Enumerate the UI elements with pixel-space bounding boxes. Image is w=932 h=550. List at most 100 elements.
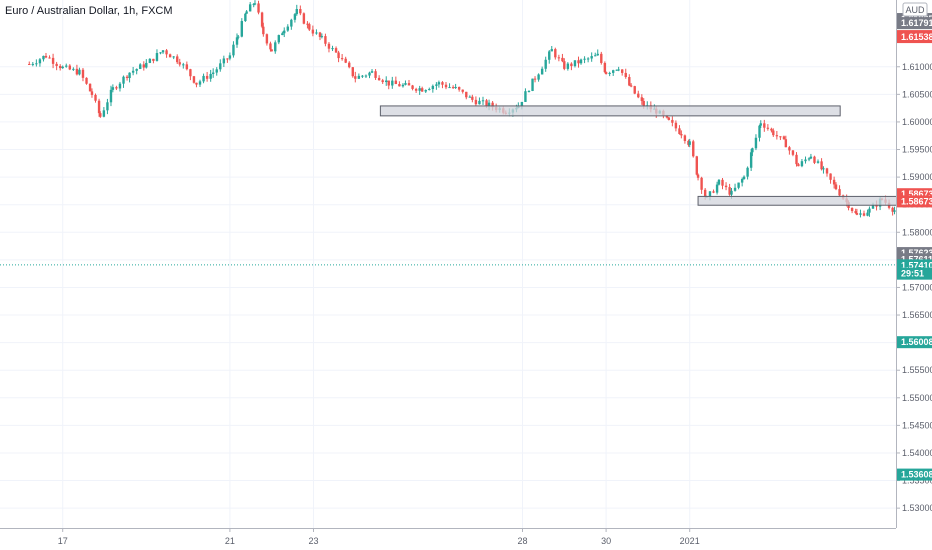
candle-body <box>608 72 611 74</box>
candle-body <box>557 57 561 59</box>
candle-body <box>337 52 340 59</box>
candle-body <box>533 78 537 80</box>
candle-body <box>524 91 527 102</box>
long-position-tool[interactable] <box>0 195 932 474</box>
y-tick-label: 1.60500 <box>902 89 932 99</box>
candle-body <box>737 182 740 188</box>
candle-body <box>161 50 165 53</box>
candle-body <box>579 59 583 64</box>
candle-body <box>311 29 315 34</box>
candle-body <box>139 64 142 69</box>
candle-body <box>42 55 45 60</box>
candle-body <box>295 9 298 15</box>
candle-body <box>274 42 277 52</box>
candle-body <box>240 21 244 37</box>
y-tick-label: 1.59000 <box>902 172 932 182</box>
candle-body <box>871 204 875 209</box>
candle-body <box>854 211 857 214</box>
candle-body <box>411 85 414 89</box>
candle-body <box>474 99 478 105</box>
candle-body <box>176 56 179 63</box>
candle-body <box>351 67 354 77</box>
currency-label[interactable]: AUD <box>902 2 928 17</box>
candle-body <box>97 100 101 114</box>
candle-body <box>435 84 438 86</box>
candle-body <box>612 70 615 73</box>
time-axis[interactable]: 17212328302021612:001113 <box>0 528 932 546</box>
candle-body <box>751 148 754 153</box>
candle-body <box>78 69 81 75</box>
y-tick-label: 1.55500 <box>902 365 932 375</box>
candle-body <box>550 49 553 52</box>
candle-body <box>862 213 866 216</box>
candle-body <box>779 136 782 138</box>
candle-body <box>38 59 42 64</box>
candle-body <box>816 161 820 163</box>
candle-body <box>90 91 94 95</box>
candle-body <box>491 102 494 108</box>
candle-body <box>235 37 239 45</box>
candle-body <box>222 58 226 64</box>
candle-body <box>75 68 79 75</box>
candle-body <box>468 96 472 98</box>
candle-body <box>703 189 707 197</box>
candle-body <box>570 63 573 67</box>
candle-body <box>451 87 455 89</box>
price-tag-label: 1.58673 <box>901 189 932 199</box>
candle-body <box>155 53 159 61</box>
candle-body <box>334 48 338 53</box>
candle-body <box>782 136 786 140</box>
candle-body <box>245 11 248 14</box>
candle-body <box>728 187 731 195</box>
candle-body <box>665 115 669 118</box>
candle-body <box>583 58 586 60</box>
candle-body <box>724 185 728 188</box>
candle-body <box>715 184 719 193</box>
x-tick-label: 17 <box>58 536 68 546</box>
candle-body <box>448 87 451 89</box>
candle-body <box>590 56 593 59</box>
y-tick-label: 1.54000 <box>902 448 932 458</box>
candle-body <box>385 80 388 83</box>
candle-body <box>603 62 607 73</box>
candle-body <box>733 187 737 191</box>
candle-body <box>48 57 51 59</box>
candle-body <box>441 82 444 85</box>
candle-body <box>398 84 401 87</box>
candle-body <box>717 179 721 185</box>
candle-body <box>318 32 322 37</box>
price-tag-label: 29:51 <box>901 269 924 279</box>
candle-body <box>834 184 838 190</box>
candle-body <box>708 191 712 197</box>
candle-body <box>237 36 240 38</box>
candle-body <box>102 110 106 117</box>
candle-body <box>891 207 894 212</box>
candle-body <box>401 84 405 87</box>
candle-body <box>122 76 125 84</box>
candle-body <box>299 9 302 14</box>
candle-body <box>629 85 633 87</box>
candle-body <box>344 58 347 63</box>
price-axis[interactable]: 1.610001.605001.600001.595001.590001.585… <box>896 0 932 550</box>
candle-body <box>370 71 374 73</box>
supply-demand-zones[interactable] <box>379 105 932 251</box>
candle-body <box>596 53 599 56</box>
price-tag <box>897 336 932 349</box>
candle-body <box>387 80 390 86</box>
candle-body <box>44 55 48 58</box>
candle-body <box>721 179 724 186</box>
candle-body <box>308 24 311 30</box>
price-tag-label: 1.61791 <box>901 18 932 28</box>
candle-body <box>678 128 681 134</box>
candle-body <box>563 61 566 69</box>
candle-body <box>368 72 371 76</box>
y-tick-label: 1.59500 <box>902 145 932 155</box>
candle-body <box>749 152 753 168</box>
candle-body <box>642 100 645 107</box>
candle-body <box>730 190 733 195</box>
candle-body <box>577 60 580 64</box>
price-tag <box>897 31 932 44</box>
y-tick-label: 1.55000 <box>902 393 932 403</box>
y-tick-label: 1.58000 <box>902 227 932 237</box>
